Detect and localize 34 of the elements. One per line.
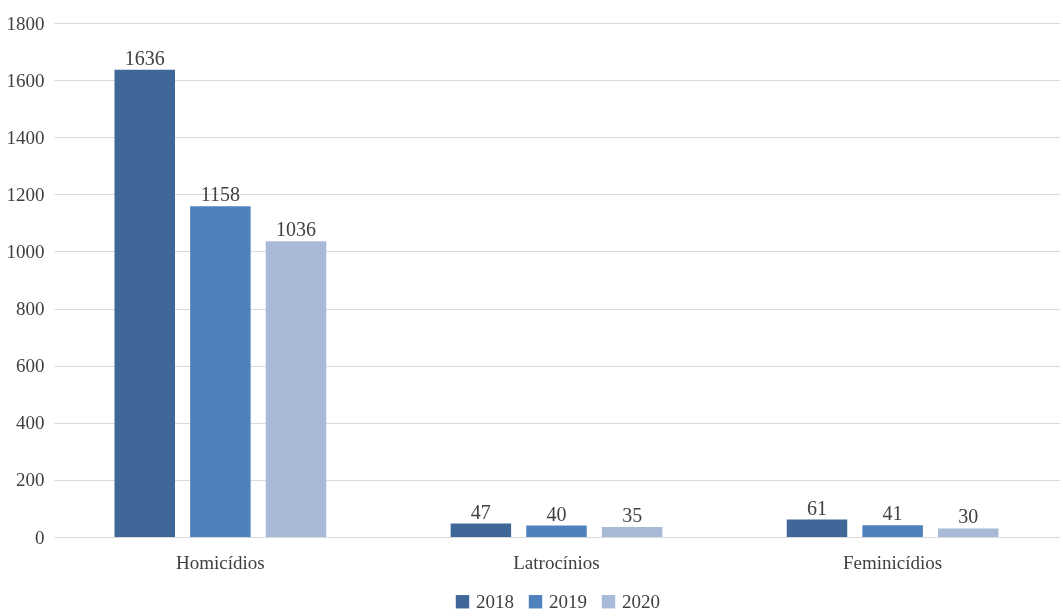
y-tick-label: 1400 [6, 126, 45, 148]
y-tick-label: 1600 [6, 69, 45, 91]
y-tick-label: 600 [16, 355, 45, 377]
legend-label: 2018 [476, 590, 514, 612]
data-label: 41 [882, 502, 903, 525]
bar [786, 519, 848, 537]
data-label: 47 [470, 500, 491, 523]
y-tick-label: 0 [35, 526, 45, 548]
bar [450, 523, 512, 537]
y-tick-label: 400 [16, 412, 45, 434]
data-label: 1036 [276, 218, 317, 241]
legend-label: 2019 [549, 590, 587, 612]
data-label: 30 [958, 505, 979, 528]
data-label: 1158 [200, 183, 241, 206]
bar [526, 525, 587, 537]
y-tick-label: 200 [16, 469, 45, 491]
x-tick-label: Homicídios [176, 551, 265, 573]
y-tick-label: 1000 [6, 240, 45, 262]
bar [862, 525, 923, 537]
data-label: 35 [622, 504, 643, 527]
y-tick-label: 1800 [6, 12, 45, 34]
legend-label: 2020 [622, 590, 660, 612]
x-tick-label: Feminicídios [843, 551, 943, 573]
data-label: 61 [806, 496, 827, 519]
x-tick-label: Latrocínios [513, 551, 600, 573]
y-tick-label: 1200 [6, 183, 45, 205]
bar [265, 241, 327, 537]
bar [601, 527, 663, 537]
data-label: 40 [546, 502, 567, 525]
bar [190, 206, 251, 537]
bar [938, 528, 999, 537]
data-label: 1636 [124, 46, 165, 69]
y-tick-label: 800 [16, 298, 45, 320]
bar [114, 69, 175, 537]
